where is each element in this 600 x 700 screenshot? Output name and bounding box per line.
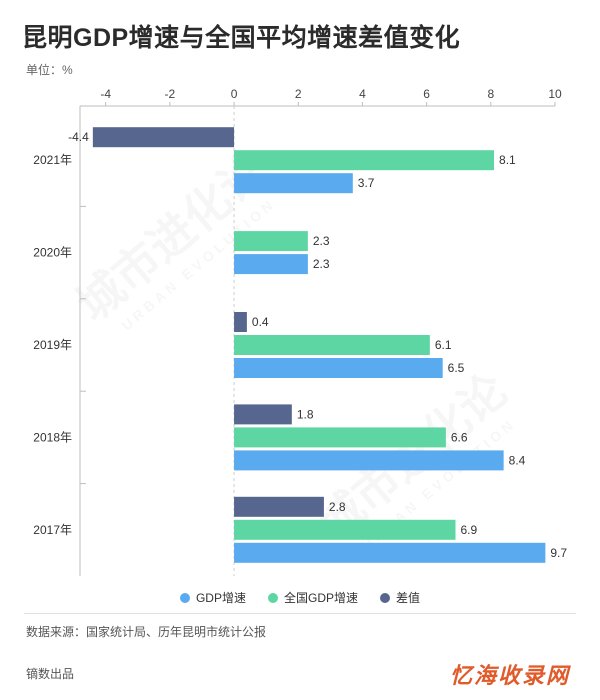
x-tick-label: 2 (295, 87, 302, 101)
legend-label-diff: 差值 (396, 591, 421, 605)
data-label: 6.6 (451, 430, 468, 444)
x-tick-label: -4 (100, 87, 111, 101)
data-label: 6.9 (461, 523, 478, 537)
bar (234, 231, 308, 252)
data-label: 9.7 (550, 546, 567, 560)
bar (234, 404, 292, 425)
legend-item-diff[interactable]: 差值 (380, 589, 420, 606)
x-tick-label: -2 (165, 87, 176, 101)
data-label: 3.7 (358, 176, 375, 190)
source-note: 数据来源：国家统计局、历年昆明市统计公报 (26, 625, 267, 639)
bar (234, 450, 504, 471)
bar (234, 254, 308, 275)
data-label: -4.4 (68, 130, 89, 144)
x-tick-label: 6 (423, 87, 430, 101)
category-label: 2018年 (33, 430, 72, 444)
category-label: 2017年 (33, 523, 72, 537)
legend-item-gdp[interactable]: GDP增速 (179, 589, 246, 606)
x-tick-label: 4 (359, 87, 366, 101)
data-label: 8.1 (499, 153, 516, 167)
category-label: 2019年 (33, 338, 72, 352)
category-label: 2020年 (33, 246, 72, 260)
bar (234, 312, 247, 332)
data-label: 2.3 (313, 257, 330, 271)
legend-swatch-gdp (179, 592, 190, 603)
category-label: 2021年 (33, 153, 72, 167)
data-label: 6.5 (448, 361, 465, 375)
producer-credit: 镝数出品 (26, 667, 75, 681)
bar (234, 519, 456, 540)
legend-swatch-national (267, 592, 278, 603)
divider (24, 613, 576, 614)
bar (234, 335, 430, 355)
legend-label-national: 全国GDP增速 (283, 591, 358, 605)
x-tick-label: 0 (231, 87, 238, 101)
unit-label: 单位：% (26, 63, 73, 77)
legend-swatch-diff (380, 592, 390, 603)
data-label: 2.8 (329, 500, 346, 514)
bar (234, 173, 353, 194)
data-label: 0.4 (252, 315, 269, 329)
data-label: 8.4 (509, 453, 526, 467)
data-label: 1.8 (297, 407, 314, 421)
legend: GDP增速 全国GDP增速 差值 (0, 589, 600, 606)
bar (234, 358, 443, 378)
bar (234, 427, 446, 448)
brand-logo: 忆海收录网 (449, 663, 570, 688)
data-label: 6.1 (435, 338, 452, 352)
bar (234, 496, 324, 517)
data-label: 2.3 (313, 234, 330, 248)
x-tick-label: 8 (487, 87, 494, 101)
bar (92, 127, 235, 148)
bar-chart: -4 -2 0 2 4 6 8 10 2021年 -4.4 8.1 3.7 2020年 2.3 2.3 201… (33, 87, 567, 576)
bar (234, 542, 546, 563)
legend-item-national[interactable]: 全国GDP增速 (267, 589, 358, 606)
bar (234, 150, 495, 171)
chart-title: 昆明GDP增速与全国平均增速差值变化 (22, 24, 461, 52)
x-tick-label: 10 (548, 87, 562, 101)
legend-label-gdp: GDP增速 (195, 591, 246, 605)
